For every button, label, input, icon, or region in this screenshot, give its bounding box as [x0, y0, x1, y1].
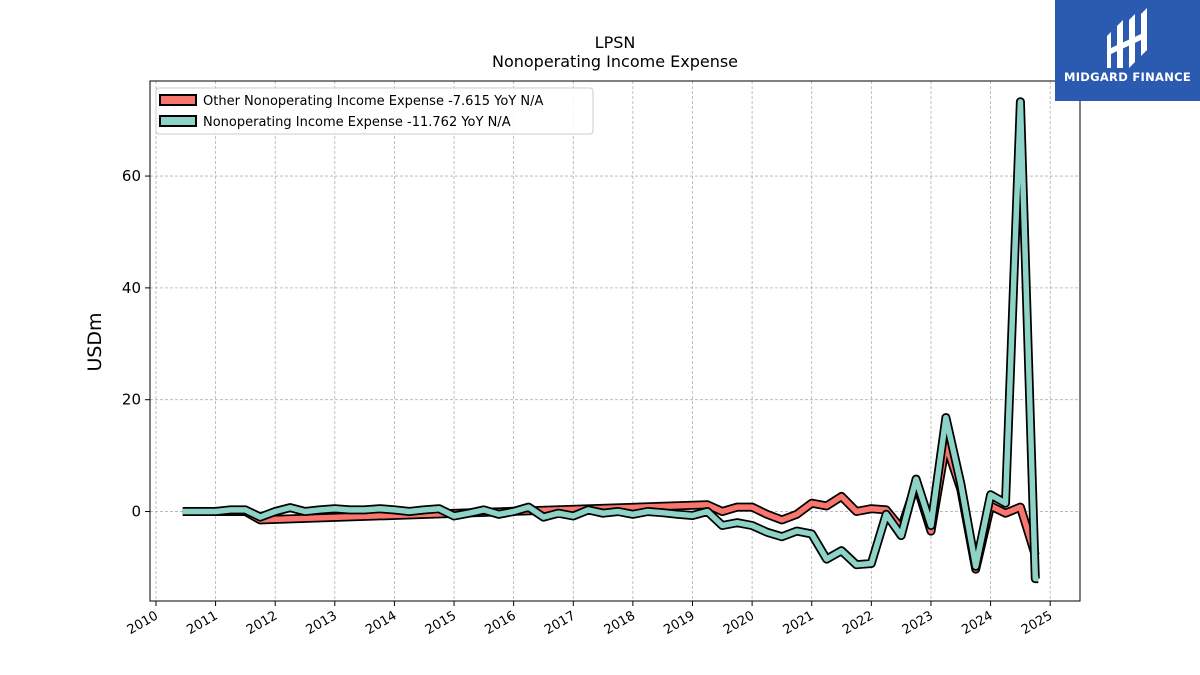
y-tick-label: 60	[122, 167, 141, 185]
x-tick-label: 2013	[304, 608, 340, 638]
legend-entry: Other Nonoperating Income Expense -7.615…	[203, 94, 543, 109]
y-axis-ticks: 0 20 40 60	[122, 167, 150, 521]
legend-entry: Nonoperating Income Expense -11.762 YoY …	[203, 115, 511, 130]
brand-mark-icon	[1107, 8, 1147, 68]
x-axis-ticks: 2010 2011 2012 2013 2014 2015 2016 2017 2018 2019…	[125, 601, 1055, 638]
chart-subtitle: Nonoperating Income Expense	[492, 52, 738, 71]
x-tick-label: 2010	[125, 608, 161, 638]
y-axis-label: USDm	[84, 312, 106, 371]
y-tick-label: 0	[131, 503, 141, 521]
brand-name: MIDGARD FINANCE	[1063, 70, 1192, 84]
legend-swatch	[159, 94, 197, 106]
chart-title: LPSN	[595, 33, 636, 52]
series-layer	[182, 97, 1040, 584]
legend-swatch	[159, 115, 197, 127]
x-tick-label: 2014	[363, 608, 399, 638]
legend-box	[155, 87, 594, 135]
x-tick-label: 2025	[1019, 608, 1055, 638]
brand-logo: MIDGARD FINANCE	[1055, 0, 1200, 101]
x-tick-label: 2024	[959, 608, 995, 638]
legend: Other Nonoperating Income Expense -7.615…	[155, 87, 594, 135]
x-tick-label: 2018	[602, 608, 638, 638]
x-tick-label: 2023	[900, 608, 936, 638]
x-tick-label: 2022	[840, 608, 876, 638]
x-tick-label: 2019	[661, 608, 697, 638]
x-tick-label: 2021	[781, 608, 817, 638]
y-tick-label: 40	[122, 279, 141, 297]
x-tick-label: 2017	[542, 608, 578, 638]
x-tick-label: 2015	[423, 608, 459, 638]
x-tick-label: 2012	[244, 608, 280, 638]
y-tick-label: 20	[122, 391, 141, 409]
plot-frame	[149, 80, 1081, 602]
x-tick-label: 2016	[482, 608, 518, 638]
series-line-2	[182, 98, 1039, 582]
x-tick-label: 2020	[721, 608, 757, 638]
x-tick-label: 2011	[184, 608, 220, 638]
